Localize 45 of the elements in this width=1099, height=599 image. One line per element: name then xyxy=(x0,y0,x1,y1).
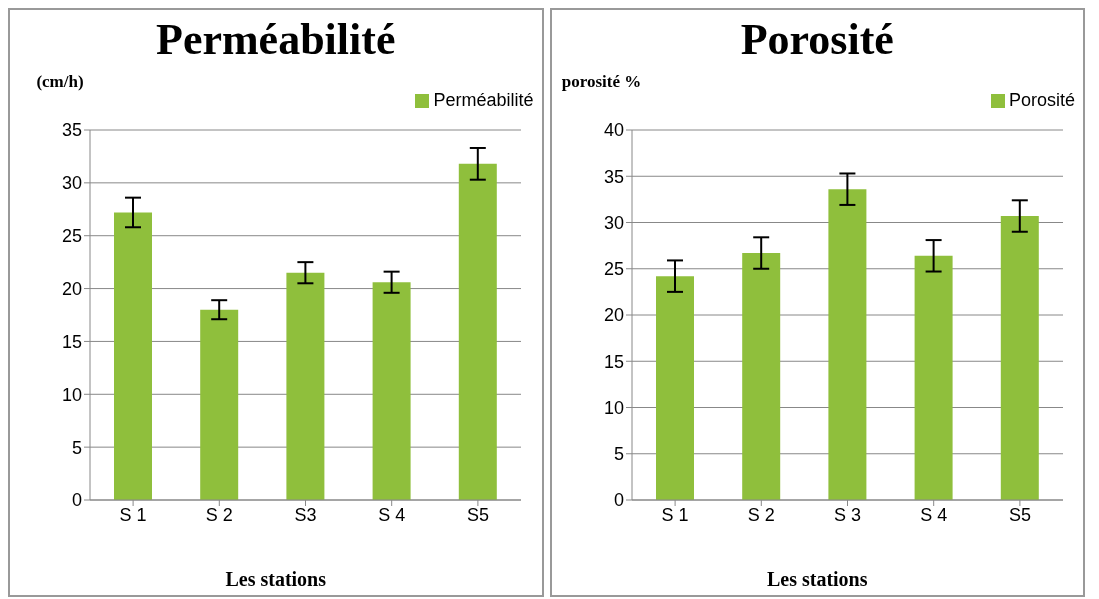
x-tick-label: S 4 xyxy=(919,504,947,525)
x-tick-label: S5 xyxy=(1008,504,1031,525)
y-tick-label: 20 xyxy=(61,278,82,299)
bar xyxy=(914,255,953,500)
bar xyxy=(200,309,239,500)
bar xyxy=(655,276,694,500)
bar xyxy=(286,272,325,500)
y-tick-label: 0 xyxy=(613,490,624,511)
chart-title: Perméabilité xyxy=(155,14,397,65)
y-tick-label: 15 xyxy=(61,331,82,352)
x-tick-label: S 2 xyxy=(747,504,775,525)
bar xyxy=(458,163,497,500)
y-tick-label: 20 xyxy=(603,305,624,326)
bar xyxy=(372,282,411,500)
bar xyxy=(827,189,866,500)
x-tick-label: S 1 xyxy=(119,504,147,525)
chart-title: Porosité xyxy=(739,14,895,65)
x-axis-title: Les stations xyxy=(224,568,328,591)
x-axis-title: Les stations xyxy=(765,568,869,591)
x-tick-label: S3 xyxy=(294,504,317,525)
legend-label: Perméabilité xyxy=(432,90,534,111)
y-tick-label: 10 xyxy=(61,384,82,405)
y-axis-title: porosité % xyxy=(561,72,642,92)
x-tick-label: S 1 xyxy=(661,504,689,525)
y-tick-label: 15 xyxy=(603,351,624,372)
y-tick-label: 35 xyxy=(603,166,624,187)
y-axis-title: (cm/h) xyxy=(35,72,85,92)
y-tick-label: 35 xyxy=(61,120,82,141)
y-tick-label: 25 xyxy=(61,226,82,247)
x-tick-label: S 4 xyxy=(378,504,406,525)
y-tick-label: 0 xyxy=(71,490,82,511)
y-tick-label: 40 xyxy=(603,120,624,141)
x-tick-label: S 2 xyxy=(205,504,233,525)
bar xyxy=(1000,216,1039,500)
bar xyxy=(114,212,152,500)
legend-label: Porosité xyxy=(1007,90,1075,111)
y-tick-label: 30 xyxy=(603,212,624,233)
y-tick-label: 10 xyxy=(603,397,624,418)
y-tick-label: 25 xyxy=(603,259,624,280)
y-tick-label: 30 xyxy=(61,173,82,194)
x-tick-label: S5 xyxy=(466,504,489,525)
y-tick-label: 5 xyxy=(71,437,82,458)
x-tick-label: S 3 xyxy=(833,504,861,525)
y-tick-label: 5 xyxy=(613,444,624,465)
bar xyxy=(741,253,780,500)
